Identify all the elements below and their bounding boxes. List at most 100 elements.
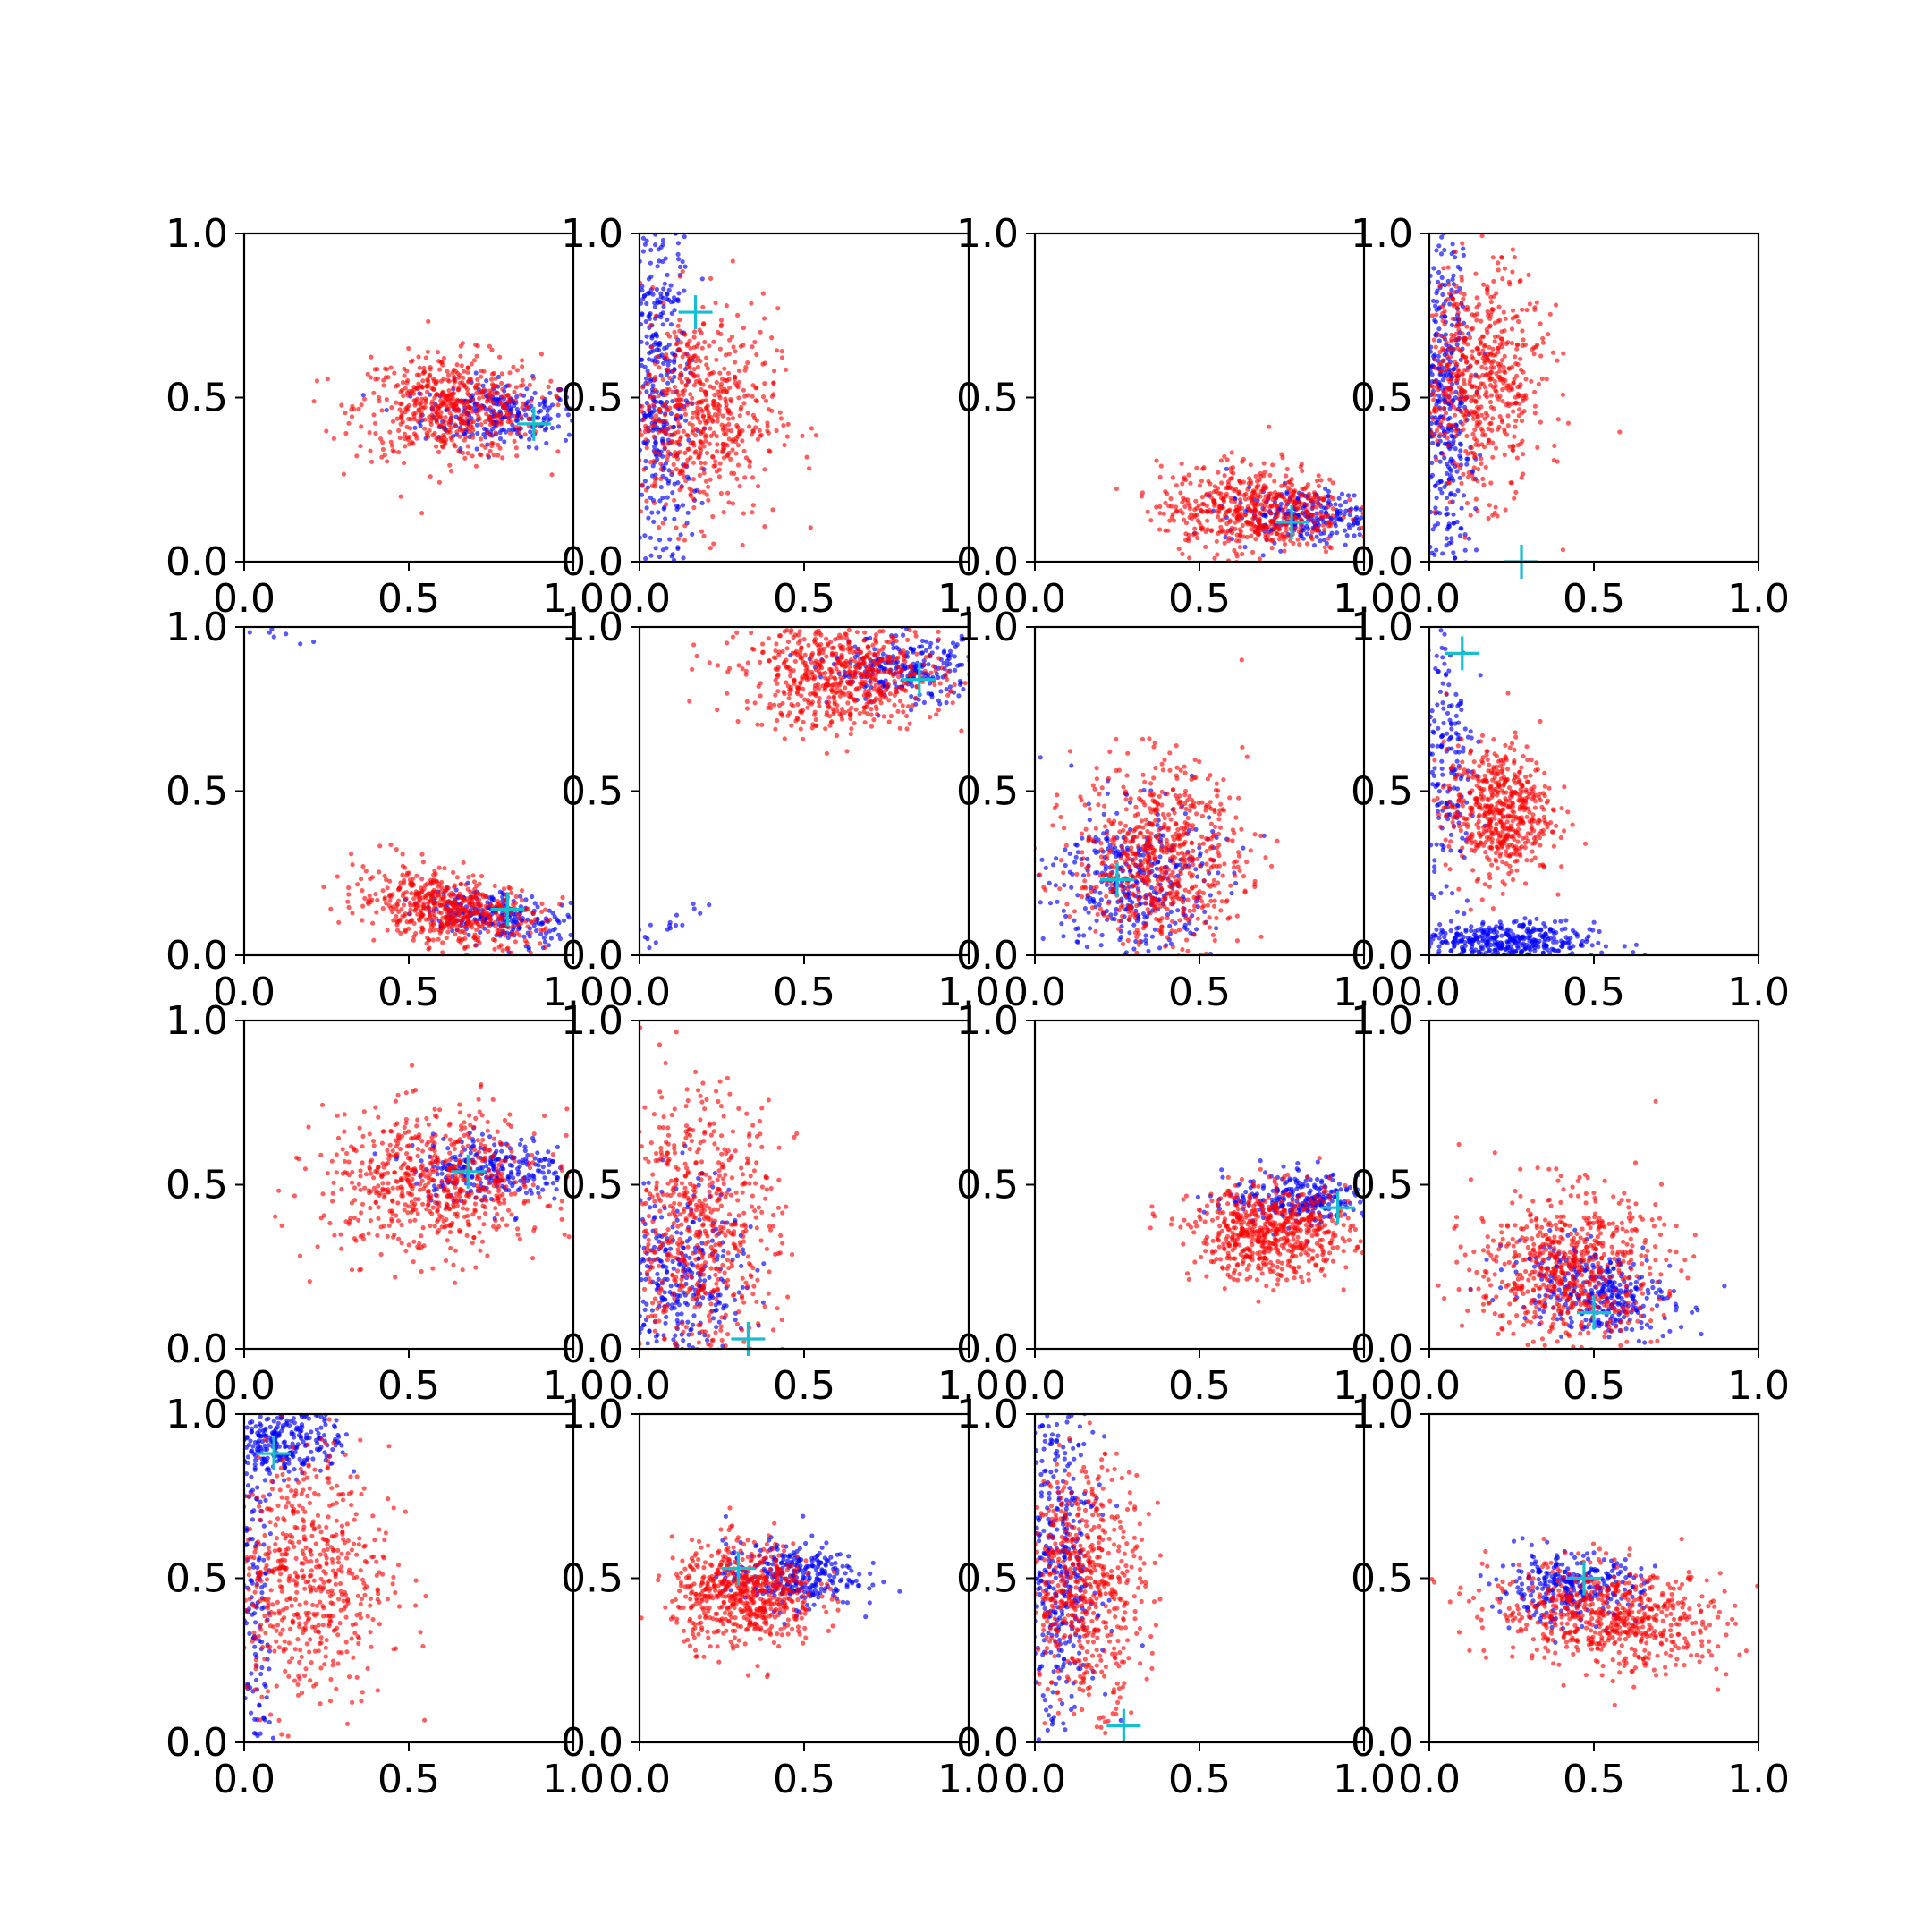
red-point <box>704 362 709 368</box>
blue-point <box>651 408 657 413</box>
red-point <box>1444 340 1449 345</box>
red-point <box>1295 506 1301 512</box>
red-point <box>1199 479 1205 484</box>
red-point <box>381 383 386 388</box>
blue-point <box>1461 246 1466 251</box>
red-point <box>358 444 363 449</box>
red-point <box>394 416 400 421</box>
blue-point <box>478 929 483 935</box>
red-point <box>443 914 448 919</box>
red-point <box>459 919 464 924</box>
red-point <box>1237 492 1242 497</box>
blue-point <box>919 650 925 656</box>
red-point <box>1281 515 1286 521</box>
red-point <box>1483 464 1488 470</box>
blue-point <box>640 296 646 302</box>
red-point <box>489 371 496 377</box>
blue-point <box>1444 536 1449 541</box>
blue-point <box>655 264 660 269</box>
red-point <box>517 916 523 921</box>
red-point <box>1248 462 1253 468</box>
red-point <box>720 413 725 419</box>
red-point <box>420 378 426 384</box>
red-point <box>750 475 756 480</box>
red-point <box>1514 346 1520 352</box>
red-point <box>396 898 402 903</box>
red-point <box>492 937 498 943</box>
red-point <box>387 898 393 903</box>
red-point <box>514 453 520 459</box>
red-point <box>1468 513 1473 518</box>
blue-point <box>511 428 516 433</box>
blue-point <box>1451 367 1456 372</box>
red-point <box>1216 470 1221 475</box>
red-point <box>503 933 508 938</box>
red-point <box>1538 353 1544 359</box>
red-point <box>1231 512 1236 517</box>
blue-point <box>1429 460 1435 466</box>
red-point <box>1180 511 1185 516</box>
red-point <box>664 352 669 358</box>
blue-point <box>1450 276 1455 282</box>
red-point <box>1468 363 1473 369</box>
red-point <box>425 435 430 440</box>
red-point <box>1267 491 1272 496</box>
blue-point <box>1440 551 1445 556</box>
red-point <box>1242 513 1248 518</box>
red-point <box>1178 490 1183 496</box>
red-point <box>1470 356 1476 361</box>
red-point <box>453 907 458 912</box>
red-point <box>710 370 716 376</box>
red-point <box>648 394 653 400</box>
red-point <box>1464 500 1470 506</box>
red-point <box>717 395 723 401</box>
red-point <box>1267 510 1272 515</box>
red-point <box>1515 443 1521 448</box>
red-point <box>777 410 783 415</box>
red-point <box>1199 508 1204 513</box>
red-point <box>750 344 755 350</box>
red-point <box>1222 540 1227 546</box>
red-point <box>657 365 662 370</box>
red-point <box>1186 472 1191 478</box>
red-point <box>468 405 473 411</box>
blue-point <box>675 299 681 304</box>
red-point <box>1438 419 1444 425</box>
red-point <box>439 922 445 928</box>
red-point <box>1284 466 1290 472</box>
blue-point <box>566 432 572 437</box>
blue-point <box>671 295 677 301</box>
blue-point <box>1435 420 1440 426</box>
red-point <box>661 428 667 434</box>
blue-point <box>1449 433 1454 438</box>
red-point <box>1488 393 1494 398</box>
red-point <box>479 873 485 879</box>
red-point <box>760 394 767 400</box>
red-point <box>1470 477 1476 482</box>
red-point <box>487 448 493 453</box>
red-point <box>1323 549 1329 555</box>
red-point <box>493 414 498 419</box>
blue-point <box>475 430 480 436</box>
red-point <box>1505 423 1511 428</box>
red-point <box>509 932 514 938</box>
blue-point <box>1458 267 1463 272</box>
red-point <box>484 411 489 417</box>
red-point <box>516 430 521 436</box>
red-point <box>1512 377 1517 382</box>
red-point <box>674 413 680 419</box>
red-point <box>726 500 732 505</box>
red-point <box>1437 284 1443 289</box>
red-point <box>373 892 378 897</box>
blue-point <box>675 241 682 246</box>
red-point <box>772 369 777 374</box>
red-point <box>1521 369 1526 375</box>
red-point <box>1250 491 1255 496</box>
red-point <box>730 258 735 264</box>
red-point <box>470 920 475 926</box>
red-point <box>414 904 419 910</box>
red-point <box>447 429 453 435</box>
red-point <box>311 399 317 404</box>
red-point <box>557 902 563 907</box>
